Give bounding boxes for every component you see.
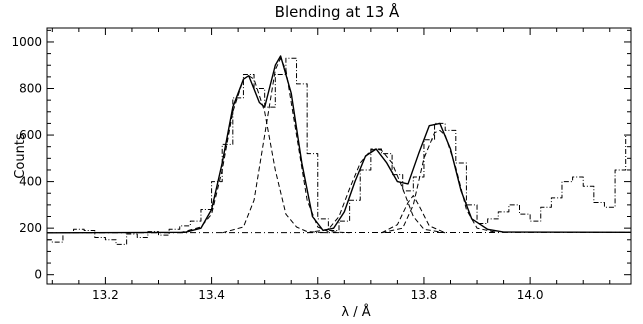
y-tick-label: 200 — [19, 221, 42, 235]
y-tick-label: 0 — [34, 268, 42, 282]
observed-spectrum-line — [47, 57, 631, 245]
x-tick-label: 13.4 — [198, 288, 225, 302]
series-group — [46, 55, 632, 245]
x-tick-label: 13.6 — [304, 288, 331, 302]
component-line — [307, 148, 446, 234]
x-tick-label: 14.0 — [517, 288, 544, 302]
y-tick-label: 400 — [19, 175, 42, 189]
x-tick-label: 13.2 — [92, 288, 119, 302]
x-axis-label: λ / Å — [341, 304, 370, 320]
y-tick-label: 800 — [19, 82, 42, 96]
x-tick-label: 13.8 — [411, 288, 438, 302]
y-tick-label: 1000 — [11, 35, 42, 49]
chart-title: Blending at 13 Å — [275, 2, 400, 21]
model-fit-line — [46, 55, 632, 234]
axis-ticks: 13.2 13.4 13.6 13.8 14.0 0 200 400 600 800 1000 — [11, 28, 631, 302]
y-tick-label: 600 — [19, 128, 42, 142]
plot-frame — [46, 27, 632, 285]
component-line — [179, 75, 329, 234]
component-line — [381, 195, 446, 234]
component-line — [381, 129, 499, 234]
component-line — [222, 57, 350, 234]
y-axis-label: Counts — [13, 133, 28, 179]
